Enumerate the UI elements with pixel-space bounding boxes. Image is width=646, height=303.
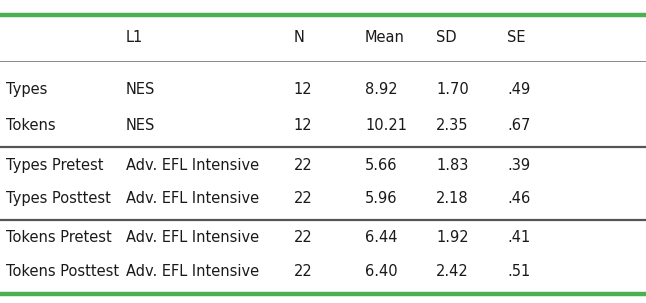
Text: .39: .39 <box>507 158 530 173</box>
Text: 1.92: 1.92 <box>436 230 469 245</box>
Text: Adv. EFL Intensive: Adv. EFL Intensive <box>126 158 259 173</box>
Text: 12: 12 <box>294 82 313 97</box>
Text: 2.42: 2.42 <box>436 264 469 279</box>
Text: 2.35: 2.35 <box>436 118 468 133</box>
Text: Mean: Mean <box>365 30 405 45</box>
Text: 8.92: 8.92 <box>365 82 398 97</box>
Text: 22: 22 <box>294 191 313 206</box>
Text: Adv. EFL Intensive: Adv. EFL Intensive <box>126 264 259 279</box>
Text: 6.44: 6.44 <box>365 230 397 245</box>
Text: .51: .51 <box>507 264 530 279</box>
Text: 5.96: 5.96 <box>365 191 397 206</box>
Text: 1.70: 1.70 <box>436 82 469 97</box>
Text: Tokens: Tokens <box>6 118 56 133</box>
Text: 12: 12 <box>294 118 313 133</box>
Text: Types Posttest: Types Posttest <box>6 191 111 206</box>
Text: 10.21: 10.21 <box>365 118 407 133</box>
Text: .41: .41 <box>507 230 530 245</box>
Text: Adv. EFL Intensive: Adv. EFL Intensive <box>126 191 259 206</box>
Text: SE: SE <box>507 30 526 45</box>
Text: 2.18: 2.18 <box>436 191 469 206</box>
Text: 22: 22 <box>294 230 313 245</box>
Text: 5.66: 5.66 <box>365 158 397 173</box>
Text: 22: 22 <box>294 264 313 279</box>
Text: Adv. EFL Intensive: Adv. EFL Intensive <box>126 230 259 245</box>
Text: 22: 22 <box>294 158 313 173</box>
Text: 1.83: 1.83 <box>436 158 468 173</box>
Text: Tokens Posttest: Tokens Posttest <box>6 264 120 279</box>
Text: .67: .67 <box>507 118 530 133</box>
Text: Types Pretest: Types Pretest <box>6 158 104 173</box>
Text: NES: NES <box>126 118 155 133</box>
Text: .49: .49 <box>507 82 530 97</box>
Text: .46: .46 <box>507 191 530 206</box>
Text: Types: Types <box>6 82 48 97</box>
Text: SD: SD <box>436 30 457 45</box>
Text: L1: L1 <box>126 30 143 45</box>
Text: 6.40: 6.40 <box>365 264 398 279</box>
Text: NES: NES <box>126 82 155 97</box>
Text: Tokens Pretest: Tokens Pretest <box>6 230 112 245</box>
Text: N: N <box>294 30 305 45</box>
